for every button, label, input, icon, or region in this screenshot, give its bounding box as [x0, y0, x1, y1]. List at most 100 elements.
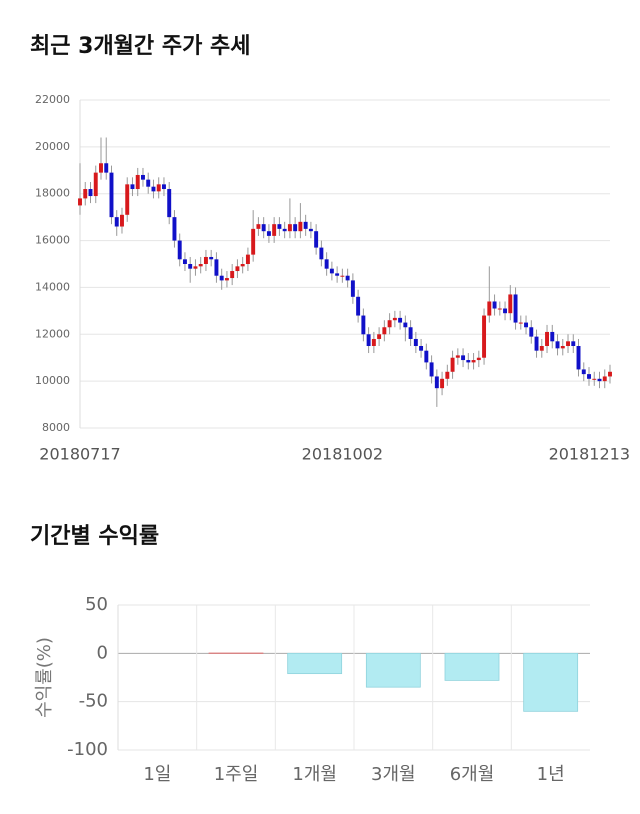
candle-body — [398, 318, 402, 323]
candle-body — [183, 259, 187, 264]
y-tick-label: 50 — [85, 594, 108, 615]
candle-body — [556, 341, 560, 348]
candle-body — [435, 376, 439, 388]
candle-body — [89, 189, 93, 196]
candle-body — [214, 259, 218, 275]
candle-body — [314, 231, 318, 247]
y-tick-label: 18000 — [35, 187, 70, 200]
candle-body — [466, 360, 470, 362]
candle-body — [430, 362, 434, 376]
chart-title: 최근 3개월간 주가 추세 — [30, 34, 250, 59]
candle-body — [162, 184, 166, 189]
candle-body — [456, 355, 460, 357]
candle-body — [230, 271, 234, 278]
y-tick-label: 0 — [97, 642, 108, 663]
candle-body — [419, 346, 423, 351]
candle-body — [577, 346, 581, 369]
y-tick-label: 16000 — [35, 234, 70, 247]
candle-body — [566, 341, 570, 346]
candle-body — [340, 276, 344, 277]
candle-body — [393, 318, 397, 320]
x-tick-label: 6개월 — [450, 764, 495, 785]
candle-body — [330, 269, 334, 274]
candle-body — [598, 379, 602, 381]
y-tick-label: 14000 — [35, 280, 70, 293]
y-tick-label: 22000 — [35, 93, 70, 106]
candle-body — [199, 264, 203, 266]
candle-body — [146, 180, 150, 187]
y-tick-label: 8000 — [42, 421, 70, 434]
candle-body — [382, 327, 386, 334]
candle-body — [204, 257, 208, 264]
candle-body — [178, 241, 182, 260]
candle-body — [409, 327, 413, 339]
candle-body — [498, 309, 502, 310]
candle-body — [235, 266, 239, 271]
candle-body — [256, 224, 260, 229]
candle-body — [592, 379, 596, 380]
candle-body — [110, 173, 114, 218]
candle-body — [298, 222, 302, 231]
candle-body — [508, 294, 512, 313]
candle-body — [209, 257, 213, 259]
candle-body — [172, 217, 176, 240]
candle-body — [136, 175, 140, 189]
candle-body — [587, 374, 591, 379]
candle-body — [125, 184, 129, 214]
x-tick-label: 20181213 — [549, 445, 630, 464]
candle-body — [293, 224, 297, 231]
candle-body — [477, 358, 481, 360]
candle-body — [519, 323, 523, 324]
candle-body — [277, 224, 281, 229]
candle-body — [262, 224, 266, 231]
x-tick-label: 20181002 — [302, 445, 383, 464]
candle-body — [514, 294, 518, 322]
y-tick-label: -50 — [79, 691, 108, 712]
candle-body — [188, 264, 192, 269]
candle-body — [272, 224, 276, 236]
candle-body — [472, 360, 476, 362]
candle-body — [361, 316, 365, 335]
candle-body — [167, 189, 171, 217]
candle-body — [545, 332, 549, 346]
candle-body — [251, 229, 255, 255]
candle-body — [445, 372, 449, 379]
candle-body — [424, 351, 428, 363]
candle-body — [503, 309, 507, 314]
candle-body — [246, 255, 250, 264]
candle-body — [388, 320, 392, 327]
y-tick-label: 12000 — [35, 327, 70, 340]
x-tick-label: 20180717 — [39, 445, 120, 464]
candle-body — [157, 184, 161, 191]
candle-body — [524, 323, 528, 328]
candle-body — [225, 278, 229, 280]
candle-body — [325, 259, 329, 268]
candle-body — [304, 222, 308, 229]
candle-body — [78, 198, 82, 205]
y-tick-label: -100 — [67, 739, 108, 760]
candle-body — [83, 189, 87, 198]
candle-body — [540, 346, 544, 351]
candle-body — [571, 341, 575, 346]
candle-body — [115, 217, 119, 226]
candle-body — [461, 355, 465, 360]
bar — [445, 653, 499, 680]
candle-body — [283, 229, 287, 231]
candle-body — [94, 173, 98, 196]
candle-body — [309, 229, 313, 231]
candle-body — [99, 163, 103, 172]
chart-title: 기간별 수익률 — [30, 524, 159, 549]
candle-body — [403, 323, 407, 328]
candle-body — [487, 301, 491, 315]
candle-body — [356, 297, 360, 316]
candle-body — [131, 184, 135, 189]
x-tick-label: 3개월 — [371, 764, 416, 785]
candle-body — [440, 379, 444, 388]
candle-body — [193, 266, 197, 268]
candle-body — [367, 334, 371, 346]
candle-body — [535, 337, 539, 351]
candle-body — [550, 332, 554, 341]
candle-body — [335, 273, 339, 275]
candle-body — [451, 358, 455, 372]
